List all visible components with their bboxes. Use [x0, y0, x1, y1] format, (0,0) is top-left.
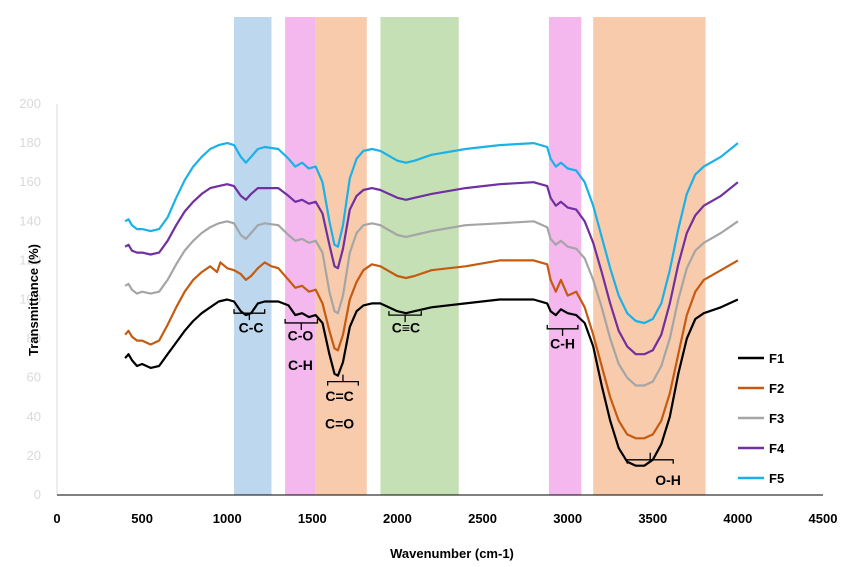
- x-tick-label: 2000: [383, 511, 412, 526]
- annotation-bracket: [546, 324, 579, 336]
- legend-label-f1: F1: [769, 351, 784, 366]
- annotation-label: C-O: [288, 328, 314, 344]
- y-tick-label: 60: [27, 370, 41, 385]
- band-3: [380, 17, 459, 495]
- annotation-label: C≡C: [392, 320, 420, 336]
- y-tick-label: 140: [19, 213, 41, 228]
- series-line-f5: [124, 142, 739, 325]
- x-tick-label: 1000: [213, 511, 242, 526]
- annotation-label: C-C: [239, 320, 264, 336]
- y-tick-label: 0: [34, 487, 41, 502]
- legend-label-f5: F5: [769, 471, 784, 486]
- legend-label-f4: F4: [769, 441, 785, 456]
- y-tick-label: 20: [27, 448, 41, 463]
- band-layer: [234, 17, 706, 495]
- band-0: [234, 17, 272, 495]
- band-5: [593, 17, 706, 495]
- y-tick-label: 160: [19, 174, 41, 189]
- y-axis-title: Transmittance (%): [26, 244, 41, 356]
- series-line-f2: [124, 259, 739, 440]
- x-tick-label: 0: [53, 511, 60, 526]
- y-tick-label: 120: [19, 252, 41, 267]
- y-tick-label: 80: [27, 331, 41, 346]
- annotation-bracket: [327, 374, 359, 386]
- legend: F1 F2 F3 F4 F5: [738, 351, 785, 486]
- legend-label-f3: F3: [769, 411, 784, 426]
- annotation-label: C=O: [325, 416, 354, 432]
- x-tick-label: 1500: [298, 511, 327, 526]
- y-tick-label: 180: [19, 135, 41, 150]
- annotation-bracket: [284, 318, 319, 330]
- annotation-bracket: [388, 311, 422, 323]
- annotation-label: C=C: [325, 388, 353, 404]
- band-1: [285, 17, 316, 495]
- annotation-label: O-H: [655, 472, 681, 488]
- x-tick-label: 2500: [468, 511, 497, 526]
- x-tick-label: 500: [131, 511, 153, 526]
- annotation-bracket: [626, 452, 674, 464]
- annotation-label: C-H: [550, 335, 575, 351]
- x-tick-label: 3000: [553, 511, 582, 526]
- x-axis-title: Wavenumber (cm-1): [390, 546, 514, 561]
- legend-label-f2: F2: [769, 381, 784, 396]
- y-tick-label: 40: [27, 409, 41, 424]
- series-line-f3: [124, 220, 739, 387]
- x-tick-label: 3500: [638, 511, 667, 526]
- y-tick-label: 200: [19, 96, 41, 111]
- x-tick-label: 4500: [809, 511, 838, 526]
- band-4: [548, 17, 582, 495]
- series-line-f4: [124, 181, 739, 356]
- annotation-label: C-H: [288, 357, 313, 373]
- x-tick-label: 4000: [723, 511, 752, 526]
- annotation-layer: C-C C-O C-H C=C C=O C≡C C-H O-H: [233, 309, 681, 488]
- y-tick-label: 100: [19, 292, 41, 307]
- annotation-bracket: [233, 309, 266, 321]
